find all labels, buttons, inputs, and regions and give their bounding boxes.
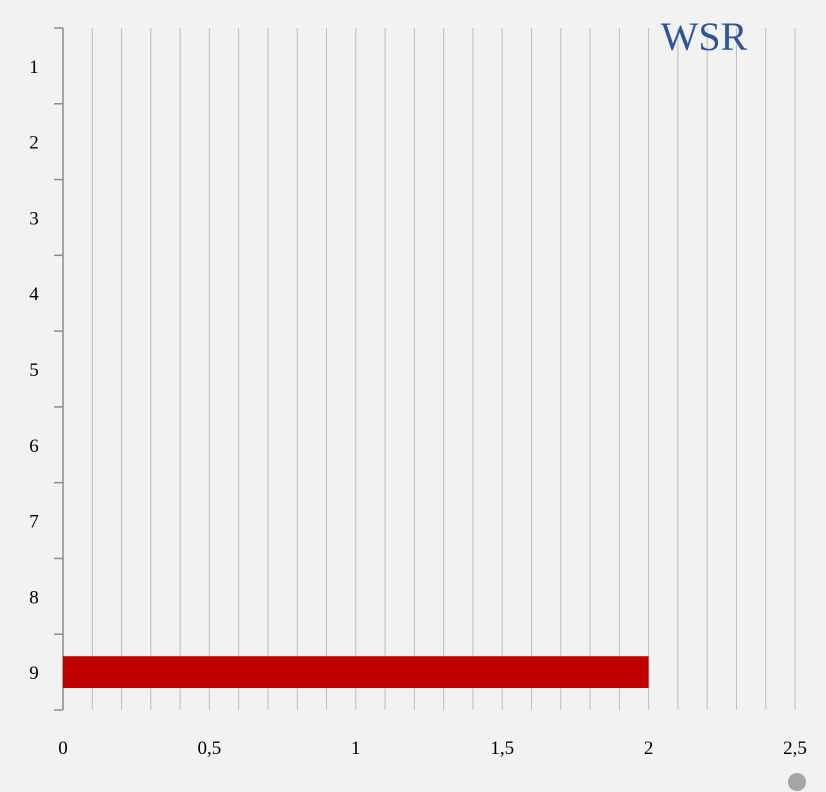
y-tick-label: 9	[29, 663, 39, 684]
y-tick-label: 2	[29, 133, 39, 154]
x-tick-label: 0	[58, 738, 68, 759]
decorative-dot	[788, 773, 806, 791]
x-tick-label: 2	[644, 738, 654, 759]
wsr-logo: WSR	[661, 14, 748, 59]
y-tick-label: 5	[29, 360, 39, 381]
x-tick-label: 2,5	[783, 738, 807, 759]
y-tick-label: 4	[29, 284, 39, 305]
y-tick-label: 3	[29, 208, 39, 229]
x-tick-label: 0,5	[198, 738, 222, 759]
x-tick-label: 1	[351, 738, 361, 759]
x-tick-label: 1,5	[490, 738, 514, 759]
y-tick-labels: 1 2 3 4 5 6 7 8 9	[29, 57, 39, 684]
x-tick-labels: 0 0,5 1 1,5 2 2,5	[58, 738, 807, 759]
vertical-gridlines	[91, 28, 796, 710]
y-tick-label: 7	[29, 512, 39, 533]
y-tick-label: 8	[29, 587, 39, 608]
y-axis	[54, 27, 64, 711]
bar-9	[63, 656, 649, 689]
bars	[63, 656, 649, 689]
y-tick-label: 1	[29, 57, 39, 78]
y-tick-label: 6	[29, 436, 39, 457]
